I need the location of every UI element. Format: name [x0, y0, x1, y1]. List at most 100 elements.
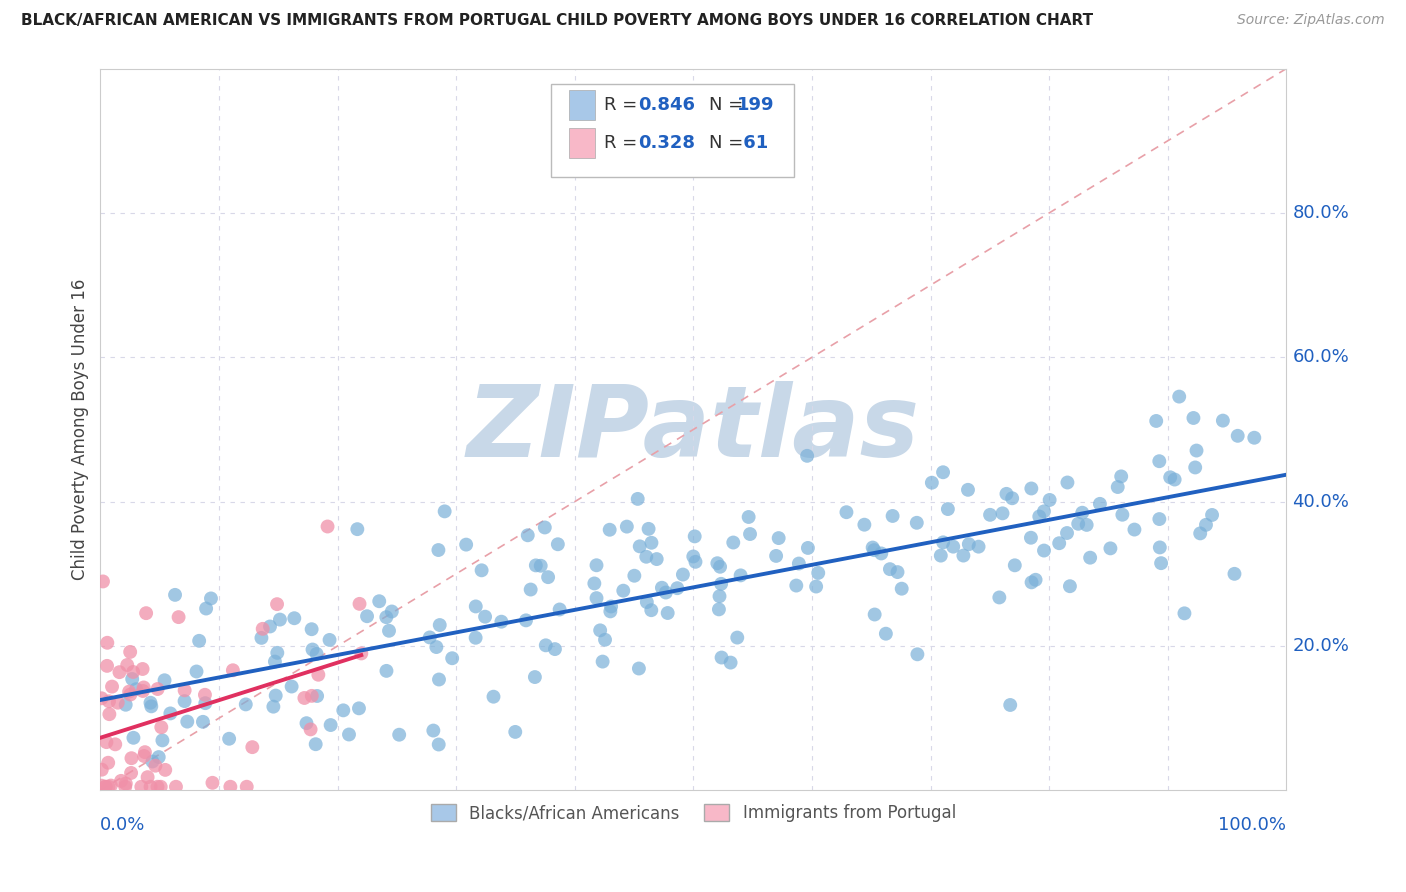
Point [1195, 517, 1218, 532]
Y-axis label: Child Poverty Among Boys Under 16: Child Poverty Among Boys Under 16 [72, 279, 89, 580]
Point [709, 559, 731, 574]
Point [200, 591, 222, 606]
Text: 60.0%: 60.0% [1292, 348, 1350, 367]
Text: 0.846: 0.846 [638, 96, 695, 114]
Point [427, 543, 450, 558]
Point [651, 581, 673, 595]
Point [441, 651, 464, 665]
Point [616, 519, 638, 533]
Point [1028, 509, 1050, 524]
Point [464, 631, 486, 645]
Point [723, 535, 745, 549]
Point [807, 566, 830, 580]
Point [1243, 431, 1265, 445]
Point [155, 763, 177, 777]
Point [165, 780, 187, 794]
Point [666, 581, 689, 595]
Point [863, 543, 886, 558]
Point [1033, 504, 1056, 518]
Point [419, 631, 441, 645]
Point [890, 582, 912, 596]
Point [159, 706, 181, 721]
Text: 100.0%: 100.0% [1219, 815, 1286, 834]
Point [672, 567, 695, 582]
Point [709, 589, 731, 603]
Point [194, 696, 217, 710]
Point [1039, 492, 1062, 507]
Point [1047, 536, 1070, 550]
Point [1144, 414, 1167, 428]
Point [422, 723, 444, 738]
Point [173, 694, 195, 708]
Point [250, 631, 273, 645]
Point [1212, 414, 1234, 428]
Point [530, 558, 553, 573]
Point [1201, 508, 1223, 522]
Point [627, 661, 650, 675]
Point [307, 689, 329, 703]
Point [1159, 470, 1181, 484]
Point [356, 609, 378, 624]
Point [96, 658, 118, 673]
Point [108, 665, 131, 680]
Point [110, 773, 132, 788]
Point [141, 699, 163, 714]
Point [905, 648, 928, 662]
Point [122, 665, 145, 679]
Point [1185, 443, 1208, 458]
Point [98, 707, 121, 722]
Point [114, 780, 136, 794]
Point [523, 670, 546, 684]
Point [107, 696, 129, 710]
Point [600, 599, 623, 614]
Point [1149, 512, 1171, 526]
Point [967, 540, 990, 554]
FancyBboxPatch shape [551, 85, 794, 177]
Point [685, 555, 707, 569]
Point [547, 537, 569, 551]
Point [269, 613, 291, 627]
Point [612, 583, 634, 598]
Point [134, 745, 156, 759]
Point [1182, 411, 1205, 425]
Point [167, 610, 190, 624]
Point [1019, 531, 1042, 545]
Point [870, 546, 893, 560]
Point [235, 698, 257, 712]
Point [765, 549, 787, 563]
FancyBboxPatch shape [569, 128, 595, 158]
Text: R =: R = [605, 96, 644, 114]
Point [1078, 550, 1101, 565]
Point [1004, 558, 1026, 573]
Point [101, 680, 124, 694]
Point [266, 646, 288, 660]
Point [952, 549, 974, 563]
Point [94, 780, 117, 794]
Text: N =: N = [709, 96, 749, 114]
Point [139, 696, 162, 710]
Point [146, 681, 169, 696]
Point [862, 541, 884, 555]
Point [350, 647, 373, 661]
Point [464, 599, 486, 614]
Point [516, 528, 538, 542]
Point [628, 539, 651, 553]
Point [787, 557, 810, 571]
Point [349, 597, 371, 611]
Text: N =: N = [709, 134, 749, 152]
Point [720, 656, 742, 670]
Text: 80.0%: 80.0% [1292, 204, 1350, 222]
Point [136, 770, 159, 784]
Text: 20.0%: 20.0% [1292, 637, 1350, 655]
Point [90, 691, 112, 706]
Point [548, 602, 571, 616]
Point [347, 701, 370, 715]
Point [100, 779, 122, 793]
Point [1088, 497, 1111, 511]
Text: 61: 61 [737, 134, 769, 152]
Point [264, 655, 287, 669]
Point [301, 689, 323, 703]
Point [307, 667, 329, 681]
Point [533, 520, 555, 534]
Point [337, 727, 360, 741]
